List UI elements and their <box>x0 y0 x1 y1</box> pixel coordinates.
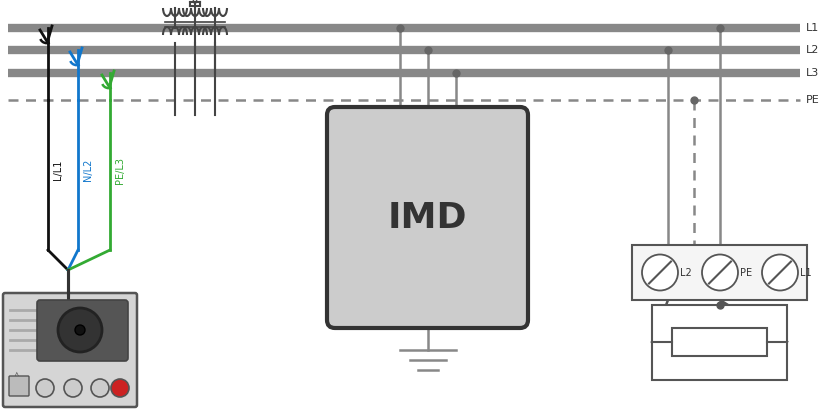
FancyBboxPatch shape <box>9 376 29 396</box>
Bar <box>652 305 787 380</box>
FancyBboxPatch shape <box>3 293 137 407</box>
Circle shape <box>762 255 798 290</box>
Text: L/L1: L/L1 <box>53 160 63 180</box>
Text: IMD: IMD <box>388 201 467 234</box>
Text: △: △ <box>12 370 21 384</box>
Circle shape <box>36 379 54 397</box>
Bar <box>672 328 766 356</box>
Text: PE: PE <box>740 267 752 278</box>
Text: L1: L1 <box>806 23 819 33</box>
Text: L2: L2 <box>680 267 691 278</box>
Circle shape <box>91 379 109 397</box>
Text: L1: L1 <box>800 267 812 278</box>
Text: PE/L3: PE/L3 <box>115 157 125 183</box>
Circle shape <box>64 379 82 397</box>
Circle shape <box>75 325 85 335</box>
Text: L3: L3 <box>806 68 819 78</box>
Text: L2: L2 <box>806 45 819 55</box>
Circle shape <box>58 308 102 352</box>
Circle shape <box>642 255 678 290</box>
Circle shape <box>702 255 738 290</box>
Text: N/L2: N/L2 <box>83 159 93 181</box>
Circle shape <box>111 379 129 397</box>
FancyBboxPatch shape <box>37 300 128 361</box>
Text: PE: PE <box>806 95 820 105</box>
Bar <box>632 245 807 300</box>
FancyBboxPatch shape <box>327 107 528 328</box>
